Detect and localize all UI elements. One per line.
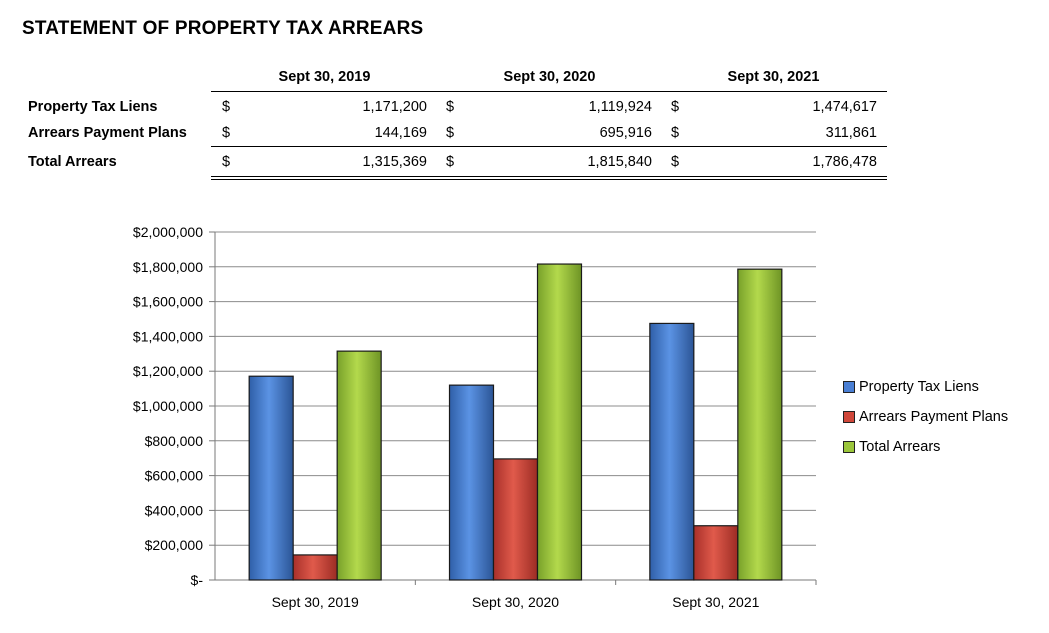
y-tick-label: $1,400,000 xyxy=(133,328,203,344)
bar-total-arrears xyxy=(336,350,382,581)
table-cell: 695,916 xyxy=(599,125,652,141)
y-tick-label: $200,000 xyxy=(145,537,204,553)
row-label: Total Arrears xyxy=(28,154,117,170)
y-tick-label: $- xyxy=(191,572,204,588)
y-tick-label: $2,000,000 xyxy=(133,224,203,240)
legend-label: Arrears Payment Plans xyxy=(859,409,1009,425)
header-rule xyxy=(211,91,887,92)
row-label: Property Tax Liens xyxy=(28,99,158,115)
currency-symbol: $ xyxy=(671,125,680,141)
legend-item: Property Tax Liens xyxy=(843,379,979,395)
y-tick-label: $1,000,000 xyxy=(133,398,203,414)
bar-arrears-payment-plans xyxy=(292,554,338,581)
bar-property-tax-liens xyxy=(649,322,695,581)
table-cell: 144,169 xyxy=(374,125,427,141)
legend-item: Total Arrears xyxy=(843,439,940,455)
legend-swatch xyxy=(843,381,855,393)
currency-symbol: $ xyxy=(446,99,455,115)
x-tick-label: Sept 30, 2019 xyxy=(272,594,359,610)
table-cell: 1,815,840 xyxy=(587,154,652,170)
y-tick-label: $400,000 xyxy=(145,502,204,518)
y-tick-label: $1,800,000 xyxy=(133,259,203,275)
row-label: Arrears Payment Plans xyxy=(28,125,187,141)
y-tick-label: $1,200,000 xyxy=(133,363,203,379)
bar-property-tax-liens xyxy=(248,375,294,581)
bar-total-arrears xyxy=(737,268,783,581)
table-cell: 1,171,200 xyxy=(362,99,427,115)
legend-item: Arrears Payment Plans xyxy=(843,409,1008,425)
legend-label: Total Arrears xyxy=(859,439,941,455)
page-title: STATEMENT OF PROPERTY TAX ARREARS xyxy=(22,18,424,39)
column-header: Sept 30, 2019 xyxy=(278,69,371,85)
table-cell: 311,861 xyxy=(825,125,877,141)
legend-label: Property Tax Liens xyxy=(859,379,979,395)
currency-symbol: $ xyxy=(222,154,231,170)
legend-swatch xyxy=(843,441,855,453)
y-tick-label: $600,000 xyxy=(145,468,204,484)
bar-arrears-payment-plans xyxy=(693,525,739,581)
table-cell: 1,474,617 xyxy=(812,99,877,115)
x-tick-label: Sept 30, 2021 xyxy=(672,594,759,610)
total-rule-bottom xyxy=(211,179,887,180)
column-header: Sept 30, 2021 xyxy=(727,69,820,85)
bar-total-arrears xyxy=(536,263,583,581)
currency-symbol: $ xyxy=(222,99,231,115)
y-tick-label: $1,600,000 xyxy=(133,294,203,310)
legend-swatch xyxy=(843,411,855,423)
arrears-table: Sept 30, 2019 Sept 30, 2020 Sept 30, 202… xyxy=(0,0,1049,200)
x-tick-label: Sept 30, 2020 xyxy=(472,594,559,610)
table-cell: 1,315,369 xyxy=(362,154,427,170)
subtotal-rule xyxy=(211,146,887,147)
total-rule-top xyxy=(211,176,887,177)
y-tick-label: $800,000 xyxy=(145,433,204,449)
currency-symbol: $ xyxy=(446,125,455,141)
currency-symbol: $ xyxy=(222,125,231,141)
currency-symbol: $ xyxy=(446,154,455,170)
table-cell: 1,786,478 xyxy=(812,154,877,170)
column-header: Sept 30, 2020 xyxy=(503,69,596,85)
bar-property-tax-liens xyxy=(448,384,495,581)
table-cell: 1,119,924 xyxy=(588,99,652,115)
bar-arrears-payment-plans xyxy=(492,458,539,581)
currency-symbol: $ xyxy=(671,154,680,170)
currency-symbol: $ xyxy=(671,99,680,115)
